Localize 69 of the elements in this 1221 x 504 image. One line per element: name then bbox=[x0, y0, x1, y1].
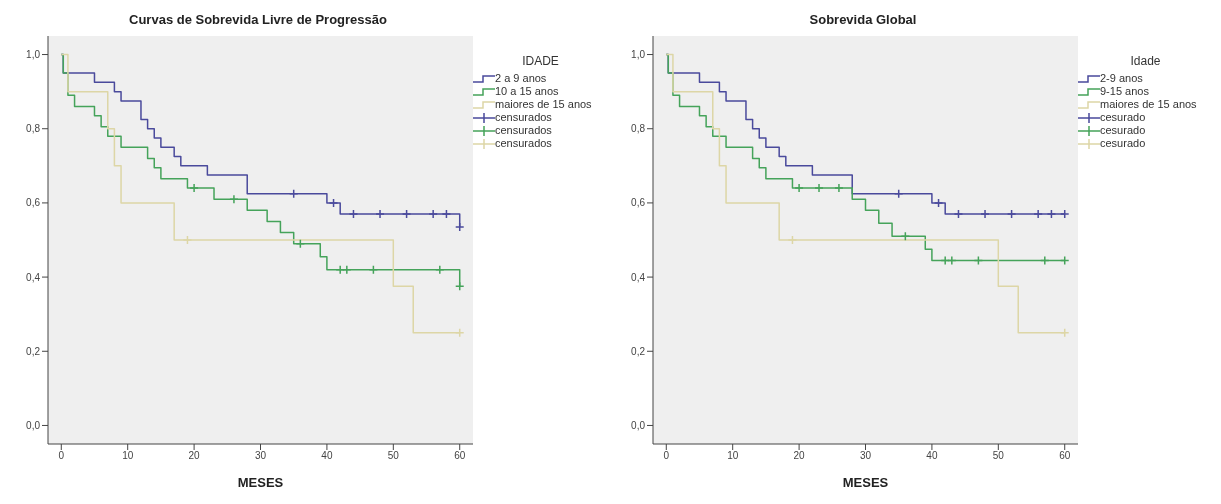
point bbox=[342, 264, 352, 275]
x-tick-label: 10 bbox=[727, 450, 739, 462]
point bbox=[1040, 255, 1050, 266]
x-tick-label: 40 bbox=[926, 450, 938, 462]
legend-label: cesurado bbox=[1100, 137, 1146, 150]
x-tick-label: 20 bbox=[188, 450, 201, 462]
point bbox=[1059, 209, 1070, 219]
y-tick-label: 0,8 bbox=[631, 123, 646, 135]
point bbox=[328, 198, 339, 208]
x-tick-label: 30 bbox=[859, 450, 872, 462]
y-tick-label: 0,4 bbox=[631, 271, 646, 283]
x-axis-title: MESES bbox=[842, 475, 889, 491]
y-tick-label: 0,0 bbox=[26, 420, 41, 431]
y-tick-label: 0,2 bbox=[26, 345, 41, 357]
point bbox=[794, 183, 804, 193]
y-tick-label: 0,0 bbox=[631, 420, 646, 431]
point bbox=[454, 222, 465, 232]
point bbox=[401, 209, 412, 219]
legend-label: 10 a 15 anos bbox=[495, 85, 559, 98]
legend-label: cesurado bbox=[1100, 111, 1146, 124]
y-tick-label: 1,0 bbox=[26, 49, 41, 61]
point bbox=[435, 264, 445, 275]
y-tick-label: 0,4 bbox=[26, 271, 41, 283]
point bbox=[787, 235, 798, 245]
legend-label: censurados bbox=[495, 137, 552, 150]
point bbox=[375, 209, 385, 219]
chart-title: Sobrevida Global bbox=[808, 12, 918, 27]
point bbox=[1033, 209, 1043, 219]
point bbox=[947, 255, 957, 266]
legend-label: cesurado bbox=[1100, 124, 1146, 137]
y-tick-label: 0,2 bbox=[631, 345, 646, 357]
x-tick-label: 40 bbox=[321, 450, 333, 462]
legend-label: maiores de 15 anos bbox=[1100, 98, 1197, 111]
x-tick-label: 60 bbox=[1059, 450, 1071, 462]
chart-title: Curvas de Sobrevida Livre de Progressão bbox=[128, 12, 388, 27]
legend-label: censurados bbox=[495, 124, 552, 137]
legend-label: maiores de 15 anos bbox=[495, 98, 592, 111]
x-tick-label: 50 bbox=[387, 450, 400, 462]
legend-label: 9-15 anos bbox=[1100, 85, 1149, 98]
legend-title: Idade bbox=[1129, 54, 1162, 68]
y-tick-label: 0,8 bbox=[26, 123, 41, 135]
point bbox=[933, 198, 944, 208]
y-tick-label: 0,6 bbox=[26, 197, 41, 209]
point bbox=[229, 194, 239, 204]
y-tick-label: 1,0 bbox=[631, 49, 646, 61]
point bbox=[834, 183, 844, 193]
point bbox=[1046, 209, 1057, 219]
x-tick-label: 10 bbox=[122, 450, 134, 462]
y-tick-label: 0,6 bbox=[631, 197, 646, 209]
point bbox=[980, 209, 990, 219]
point bbox=[441, 209, 452, 219]
legend-label: 2 a 9 anos bbox=[495, 72, 547, 85]
x-axis-title: MESES bbox=[237, 475, 284, 491]
legend-label: censurados bbox=[495, 111, 552, 124]
point bbox=[428, 209, 438, 219]
x-tick-label: 60 bbox=[454, 450, 466, 462]
x-tick-label: 0 bbox=[663, 450, 670, 462]
legend-title: IDADE bbox=[521, 54, 560, 68]
point bbox=[953, 209, 964, 219]
point bbox=[1006, 209, 1017, 219]
x-tick-label: 30 bbox=[254, 450, 267, 462]
point bbox=[814, 183, 824, 193]
legend-label: 2-9 anos bbox=[1100, 72, 1143, 85]
x-tick-label: 20 bbox=[793, 450, 806, 462]
point bbox=[348, 209, 359, 219]
point bbox=[189, 183, 199, 193]
x-tick-label: 50 bbox=[992, 450, 1005, 462]
point bbox=[182, 235, 193, 245]
x-tick-label: 0 bbox=[58, 450, 65, 462]
